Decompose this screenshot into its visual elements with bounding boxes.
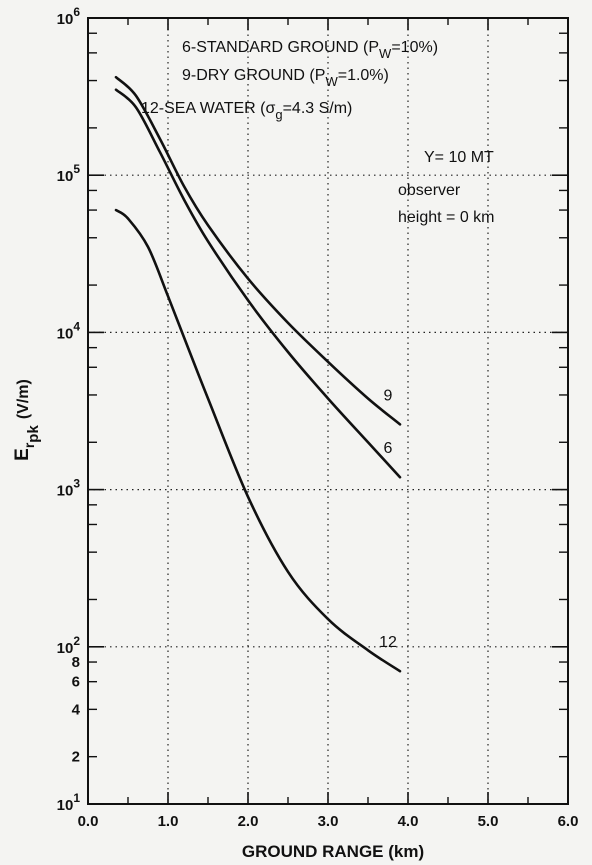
y-tick-exp: 1 [73, 791, 80, 805]
x-tick-label: 0.0 [78, 813, 99, 830]
legend-entry-prefix: 9-DRY GROUND (P [182, 67, 325, 84]
y-tick-base: 10 [57, 797, 74, 814]
y-tick-exp: 2 [73, 634, 80, 648]
y-tick-base: 10 [57, 11, 74, 28]
y-tick-base: 10 [57, 483, 74, 500]
y-axis-sub: r [21, 442, 37, 448]
x-tick-label: 6.0 [558, 813, 579, 830]
y-axis-subsub: pk [25, 425, 42, 443]
y-tick-label: 104 [57, 319, 81, 342]
legend-entry-prefix: 12-SEA WATER (σ [141, 100, 275, 117]
series-line-9 [114, 75, 402, 426]
series-label-9: 9 [384, 387, 393, 404]
series-line-6 [114, 88, 402, 479]
y-axis-main: E [12, 448, 33, 461]
legend-entry-suffix: =1.0%) [338, 67, 389, 84]
y-tick-exp: 4 [73, 319, 80, 333]
y-minor-tick-label: 4 [72, 701, 81, 718]
legend-entry-prefix: 6-STANDARD GROUND (P [182, 39, 379, 56]
legend: 6-STANDARD GROUND (PW=10%)9-DRY GROUND (… [141, 39, 438, 122]
series-line-12 [114, 208, 402, 673]
y-minor-tick-label: 2 [72, 749, 80, 766]
ticks-layer: 0.0 1.0 2.0 3.0 4.0 5.0 6.01011021031041051062… [57, 5, 579, 830]
series-layer: 9 6 12 [114, 75, 402, 673]
x-tick-label: 5.0 [478, 813, 499, 830]
plot-frame [87, 17, 569, 805]
y-tick-exp: 6 [73, 5, 80, 19]
y-axis-title-text: Erpk (V/m) [12, 379, 42, 461]
legend-entry: 6-STANDARD GROUND (PW=10%) [182, 39, 438, 61]
y-minor-tick-label: 8 [72, 654, 80, 671]
y-tick-exp: 3 [73, 477, 80, 491]
annotation-text: Y= 10 MT [424, 149, 494, 166]
legend-entry-sub: W [379, 46, 392, 61]
legend-entry-suffix: =4.3 S/m) [283, 100, 353, 117]
y-axis-unit: (V/m) [15, 379, 32, 419]
x-tick-label: 2.0 [238, 813, 259, 830]
annotation-text: height = 0 km [398, 209, 495, 226]
y-minor-tick-label: 6 [72, 674, 80, 691]
y-tick-label: 103 [57, 477, 81, 500]
legend-entry: 12-SEA WATER (σg=4.3 S/m) [141, 100, 352, 122]
y-tick-label: 105 [57, 162, 81, 185]
legend-entry-sub: W [325, 74, 338, 89]
annotations: Y= 10 MT observer height = 0 km [398, 149, 495, 226]
y-tick-base: 10 [57, 168, 74, 185]
x-tick-label: 4.0 [398, 813, 419, 830]
y-tick-label: 102 [57, 634, 81, 657]
legend-entry-suffix: =10%) [391, 39, 438, 56]
series-label-6: 6 [384, 440, 393, 457]
y-tick-label: 101 [57, 791, 81, 814]
y-axis-title: Erpk (V/m) [12, 379, 42, 461]
x-tick-label: 3.0 [318, 813, 339, 830]
grid-layer [88, 18, 568, 804]
legend-entry: 9-DRY GROUND (PW=1.0%) [182, 67, 389, 89]
series-label-12: 12 [379, 634, 397, 651]
y-tick-base: 10 [57, 640, 74, 657]
y-tick-base: 10 [57, 325, 74, 342]
y-tick-label: 106 [57, 5, 81, 28]
y-tick-exp: 5 [73, 162, 80, 176]
annotation-text: observer [398, 182, 461, 199]
legend-entry-sub: g [275, 107, 282, 122]
x-tick-label: 1.0 [158, 813, 179, 830]
x-axis-title: GROUND RANGE (km) [242, 842, 424, 861]
